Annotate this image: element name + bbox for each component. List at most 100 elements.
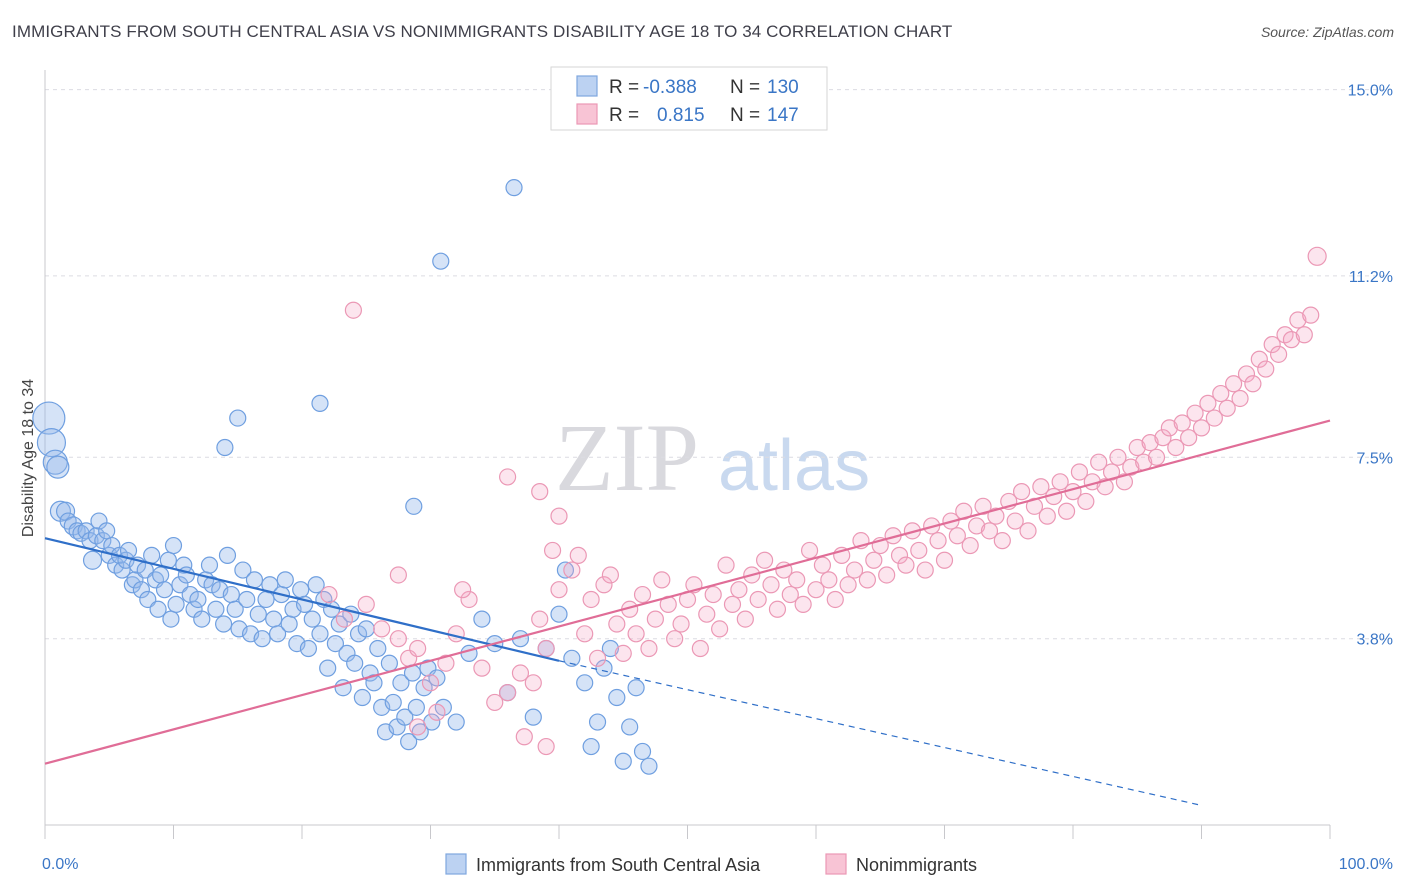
nonimmigrants-point-138 [531, 483, 549, 501]
nonimmigrants-point-2 [357, 595, 375, 613]
nonimmigrants-point-92 [1032, 478, 1050, 496]
nonimmigrants-point-85 [987, 507, 1005, 525]
immigrants-point-44 [189, 590, 207, 609]
immigrants-point-60 [249, 605, 267, 623]
legend-r-label-1: R = [609, 77, 639, 98]
nonimmigrants-point-35 [666, 630, 684, 648]
immigrants-point-123 [601, 639, 620, 658]
immigrants-point-59 [245, 571, 264, 589]
nonimmigrants-point-137 [499, 468, 517, 486]
nonimmigrants-point-26 [608, 615, 626, 633]
immigrants-point-56 [234, 561, 252, 579]
immigrants-point-0 [32, 401, 66, 435]
nonimmigrants-point-95 [1051, 473, 1069, 491]
immigrants-point-135 [216, 438, 234, 457]
immigrants-point-73 [299, 639, 318, 658]
immigrants-point-41 [177, 566, 195, 584]
nonimmigrants-point-60 [826, 590, 844, 609]
nonimmigrants-point-126 [1250, 350, 1268, 368]
nonimmigrants-point-58 [813, 556, 832, 574]
gridlines [45, 89, 1390, 640]
nonimmigrants-point-50 [762, 576, 780, 594]
immigrants-point-125 [614, 752, 632, 770]
nonimmigrants-point-86 [993, 532, 1011, 550]
nonimmigrants-point-136 [344, 301, 362, 319]
immigrants-point-21 [113, 561, 131, 579]
trend-line-immigrants [44, 537, 560, 662]
nonimmigrants-point-134 [1302, 306, 1320, 324]
immigrants-point-119 [576, 674, 594, 692]
nonimmigrants-point-98 [1070, 463, 1089, 481]
nonimmigrants-point-46 [736, 610, 754, 628]
immigrants-point-133 [405, 497, 423, 515]
legend-n-value-1: 130 [767, 77, 799, 98]
immigrants-point-45 [193, 610, 211, 628]
immigrants-point-134 [229, 409, 247, 427]
nonimmigrants-point-57 [807, 581, 825, 599]
nonimmigrants-point-139 [550, 507, 568, 525]
series-immigrants-points [32, 179, 658, 775]
nonimmigrants-point-15 [524, 674, 542, 692]
nonimmigrants-point-111 [1154, 429, 1172, 447]
nonimmigrants-point-113 [1167, 438, 1185, 457]
immigrants-point-91 [369, 639, 387, 658]
immigrants-point-110 [473, 610, 491, 628]
nonimmigrants-point-71 [897, 556, 915, 574]
immigrants-point-121 [588, 713, 607, 731]
series-legend-swatch-nonimmigrants [825, 853, 847, 875]
nonimmigrants-point-13 [499, 684, 517, 702]
nonimmigrants-point-143 [515, 728, 533, 746]
nonimmigrants-point-6 [409, 639, 427, 658]
chart-title: IMMIGRANTS FROM SOUTH CENTRAL ASIA VS NO… [12, 22, 953, 41]
nonimmigrants-point-49 [755, 551, 774, 569]
immigrants-point-122 [595, 659, 613, 677]
nonimmigrants-point-88 [1006, 512, 1024, 530]
nonimmigrants-point-123 [1231, 389, 1249, 408]
immigrants-point-102 [411, 723, 429, 741]
immigrants-point-118 [563, 649, 581, 667]
nonimmigrants-point-16 [531, 610, 549, 628]
trend-lines [44, 419, 1331, 806]
nonimmigrants-point-18 [550, 581, 568, 599]
nonimmigrants-point-112 [1160, 419, 1178, 437]
immigrants-point-120 [582, 737, 600, 756]
immigrants-point-24 [123, 576, 141, 594]
nonimmigrants-point-8 [437, 654, 455, 672]
legend-swatch-blue [576, 75, 598, 97]
nonimmigrants-point-77 [935, 551, 954, 569]
nonimmigrants-point-42 [711, 620, 729, 638]
nonimmigrants-point-11 [473, 659, 491, 677]
nonimmigrants-point-79 [948, 527, 966, 545]
immigrants-point-54 [226, 600, 244, 618]
nonimmigrants-point-41 [704, 585, 722, 604]
x-tick-labels: 0.0% 100.0% [42, 856, 1393, 873]
nonimmigrants-point-53 [781, 585, 799, 604]
immigrants-point-16 [98, 522, 116, 540]
nonimmigrants-point-145 [428, 703, 446, 721]
y-tick-label-0: 3.8% [1357, 632, 1393, 649]
immigrants-point-68 [280, 615, 298, 633]
nonimmigrants-point-119 [1205, 409, 1223, 427]
immigrants-point-108 [447, 713, 465, 731]
immigrants-point-37 [164, 536, 183, 555]
nonimmigrants-point-116 [1186, 404, 1204, 422]
immigrants-point-94 [380, 654, 398, 672]
nonimmigrants-point-124 [1237, 365, 1256, 383]
nonimmigrants-point-70 [890, 546, 909, 564]
nonimmigrants-point-140 [543, 541, 562, 560]
y-tick-label-2: 11.2% [1349, 269, 1393, 286]
nonimmigrants-point-105 [1115, 473, 1134, 491]
nonimmigrants-point-129 [1269, 345, 1288, 363]
nonimmigrants-point-133 [1295, 326, 1313, 344]
nonimmigrants-point-118 [1199, 394, 1217, 412]
immigrants-point-114 [524, 708, 542, 726]
nonimmigrants-point-131 [1282, 331, 1301, 349]
nonimmigrants-point-1 [335, 610, 354, 628]
nonimmigrants-point-104 [1109, 448, 1127, 466]
immigrants-point-75 [307, 576, 325, 594]
nonimmigrants-point-14 [511, 664, 530, 682]
nonimmigrants-point-51 [768, 600, 787, 618]
nonimmigrants-point-20 [569, 546, 587, 564]
legend-r-label-2: R = [609, 105, 639, 126]
legend-n-label-2: N = [730, 105, 760, 126]
